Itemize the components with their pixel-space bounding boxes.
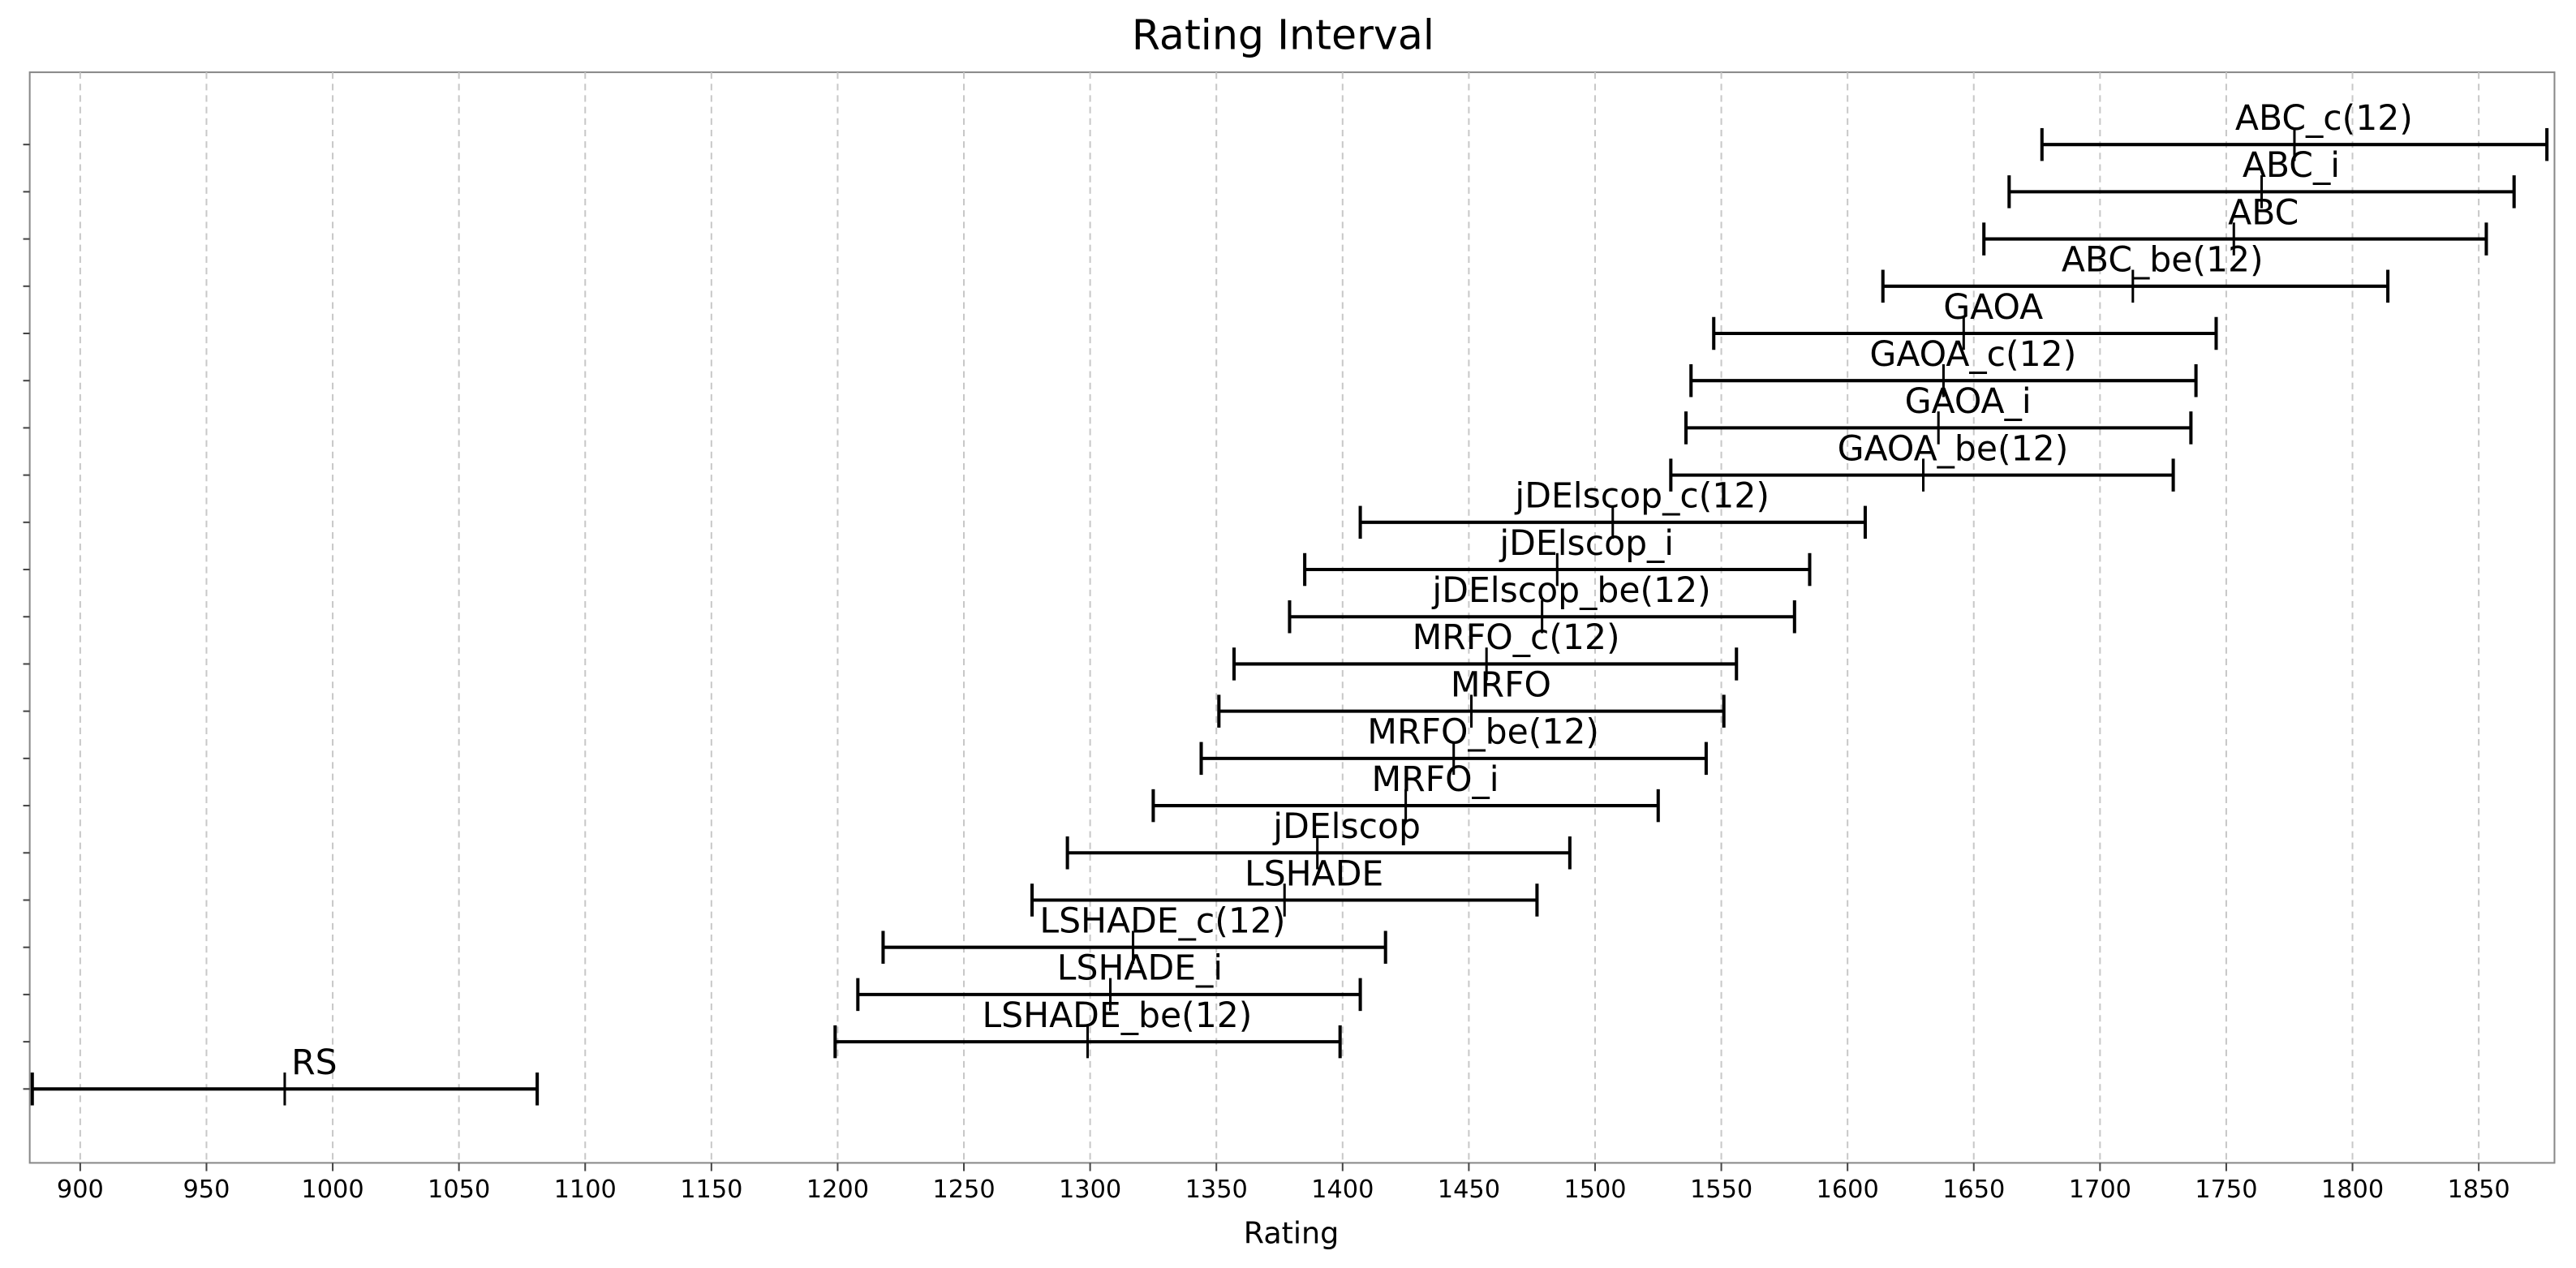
x-tick-label: 1650 — [1942, 1176, 2005, 1204]
interval-label: GAOA_be(12) — [1838, 429, 2069, 469]
interval-label: jDElscop — [1272, 807, 1421, 847]
interval-label: LSHADE_i — [1057, 949, 1223, 989]
interval-label: ABC_i — [2243, 146, 2340, 186]
interval-label: MRFO_i — [1371, 760, 1499, 800]
x-tick-label: 900 — [57, 1176, 104, 1204]
interval-label: GAOA — [1943, 288, 2043, 328]
interval-label: MRFO_be(12) — [1367, 713, 1599, 753]
interval-label: LSHADE_be(12) — [983, 996, 1253, 1036]
interval-label: ABC_c(12) — [2235, 99, 2413, 139]
x-tick-label: 1100 — [554, 1176, 617, 1204]
x-tick-label: 950 — [183, 1176, 230, 1204]
interval-label: LSHADE — [1245, 854, 1383, 894]
interval-label: ABC — [2228, 193, 2299, 233]
x-tick-label: 1300 — [1059, 1176, 1121, 1204]
interval-label: MRFO — [1451, 665, 1551, 705]
x-tick-label: 1800 — [2321, 1176, 2384, 1204]
x-tick-label: 1000 — [301, 1176, 363, 1204]
interval-label: GAOA_i — [1905, 382, 2032, 422]
interval-label: MRFO_c(12) — [1413, 618, 1620, 658]
interval-label: RS — [291, 1043, 338, 1083]
x-tick-label: 1700 — [2069, 1176, 2131, 1204]
chart-title: Rating Interval — [1132, 11, 1434, 59]
x-tick-label: 1450 — [1438, 1176, 1500, 1204]
x-axis-label: Rating — [1244, 1216, 1339, 1251]
x-tick-label: 1250 — [932, 1176, 995, 1204]
x-tick-label: 1500 — [1563, 1176, 1626, 1204]
x-tick-label: 1600 — [1817, 1176, 1879, 1204]
x-tick-label: 1050 — [428, 1176, 490, 1204]
x-tick-label: 1750 — [2195, 1176, 2257, 1204]
x-tick-label: 1200 — [806, 1176, 869, 1204]
interval-label: jDElscop_c(12) — [1514, 477, 1770, 517]
x-tick-label: 1150 — [680, 1176, 742, 1204]
x-tick-label: 1550 — [1690, 1176, 1752, 1204]
interval-label: GAOA_c(12) — [1869, 335, 2076, 375]
interval-label: ABC_be(12) — [2062, 241, 2264, 281]
interval-label: jDElscop_be(12) — [1431, 571, 1710, 611]
x-tick-label: 1850 — [2447, 1176, 2509, 1204]
x-tick-label: 1350 — [1185, 1176, 1248, 1204]
interval-label: LSHADE_c(12) — [1039, 901, 1285, 941]
interval-label: jDElscop_i — [1499, 524, 1674, 564]
x-tick-label: 1400 — [1311, 1176, 1374, 1204]
